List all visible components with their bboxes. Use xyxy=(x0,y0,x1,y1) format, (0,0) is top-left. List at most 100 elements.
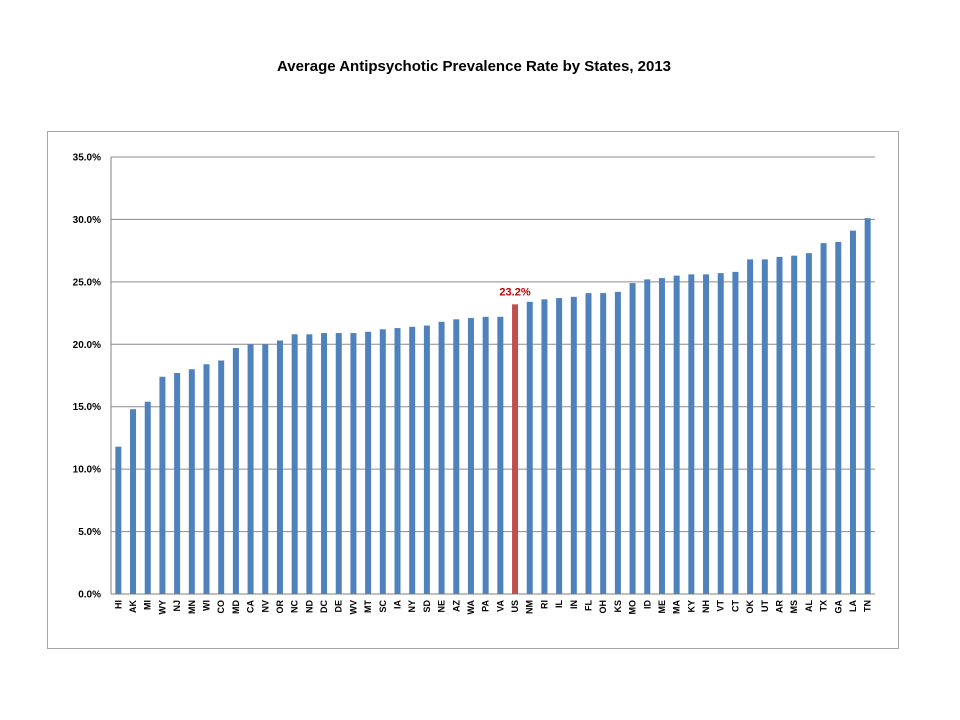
bar xyxy=(350,333,357,594)
bar xyxy=(732,271,739,594)
y-tick-label: 30.0% xyxy=(73,215,101,226)
x-tick-label: MD xyxy=(231,600,241,614)
y-tick-label: 20.0% xyxy=(73,340,101,351)
x-tick-label: WV xyxy=(348,600,358,615)
x-tick-label: DC xyxy=(319,600,329,613)
bar xyxy=(423,325,430,594)
y-tick-label: 35.0% xyxy=(73,153,101,164)
x-tick-label: NV xyxy=(260,600,270,613)
x-tick-label: MS xyxy=(789,600,799,614)
bar xyxy=(409,326,416,594)
x-tick-label: US xyxy=(510,600,520,613)
x-tick-label: NH xyxy=(701,600,711,613)
bars xyxy=(115,218,871,594)
bar xyxy=(761,259,768,594)
x-tick-label: DE xyxy=(334,600,344,613)
chart-title: Average Antipsychotic Prevalence Rate by… xyxy=(276,58,672,75)
x-tick-label: ND xyxy=(304,600,314,613)
x-tick-label: AR xyxy=(775,600,785,613)
bar xyxy=(864,218,871,594)
bar xyxy=(262,344,269,594)
bar xyxy=(306,334,313,594)
x-tick-label: OH xyxy=(598,600,608,614)
x-tick-label: AL xyxy=(804,600,814,612)
x-tick-label: OK xyxy=(745,599,755,613)
bar xyxy=(115,446,122,594)
bar xyxy=(688,274,695,594)
bar xyxy=(747,259,754,594)
bar xyxy=(556,298,563,594)
bar xyxy=(276,340,283,594)
y-tick-label: 25.0% xyxy=(73,277,101,288)
bar xyxy=(144,401,151,594)
bar xyxy=(526,301,533,594)
bar xyxy=(717,273,724,594)
bar xyxy=(174,373,181,594)
x-tick-label: IN xyxy=(569,600,579,609)
x-tick-label: MI xyxy=(143,600,153,610)
bar xyxy=(644,279,651,594)
bar xyxy=(673,275,680,594)
bar xyxy=(159,376,166,594)
x-tick-label: NJ xyxy=(172,600,182,612)
bar xyxy=(394,328,401,594)
bar xyxy=(497,316,504,594)
x-tick-label: AZ xyxy=(451,600,461,612)
highlight-callout: 23.2% xyxy=(499,286,530,298)
bar xyxy=(188,369,195,594)
x-axis-ticks: HI AK MI WY NJ MN WI CO MD CA NV OR NC ND DC DE WV MT SC IA… xyxy=(113,599,872,614)
gridlines xyxy=(110,156,875,595)
x-tick-label: CO xyxy=(216,600,226,614)
x-tick-label: GA xyxy=(833,599,843,613)
x-tick-label: ID xyxy=(642,599,652,609)
bar xyxy=(585,293,592,594)
bar xyxy=(247,344,254,594)
bar xyxy=(291,334,298,594)
bar xyxy=(805,253,812,594)
x-tick-label: TX xyxy=(819,600,829,612)
bar xyxy=(570,296,577,594)
x-tick-label: TN xyxy=(863,600,873,612)
bar xyxy=(600,293,607,594)
x-tick-label: WY xyxy=(157,600,167,615)
x-tick-label: LA xyxy=(848,600,858,612)
x-tick-label: NM xyxy=(525,600,535,614)
bar xyxy=(541,299,548,594)
x-tick-label: KY xyxy=(686,600,696,613)
bar xyxy=(614,291,621,594)
y-tick-label: 15.0% xyxy=(73,402,101,413)
x-tick-label: AK xyxy=(128,600,138,613)
x-tick-label: OR xyxy=(275,599,285,613)
x-tick-label: WI xyxy=(202,600,212,611)
bar xyxy=(658,278,665,594)
bar xyxy=(453,319,460,594)
x-tick-label: IL xyxy=(554,599,564,608)
x-tick-label: SC xyxy=(378,600,388,613)
x-tick-label: PA xyxy=(481,600,491,612)
x-tick-label: NE xyxy=(437,600,447,613)
x-tick-label: MN xyxy=(187,600,197,614)
x-tick-label: NC xyxy=(290,600,300,613)
bar xyxy=(232,348,239,594)
bar xyxy=(321,333,328,594)
x-tick-label: WA xyxy=(466,600,476,615)
bar xyxy=(130,409,137,594)
x-tick-label: UT xyxy=(760,600,770,612)
y-tick-label: 10.0% xyxy=(73,465,101,476)
bar xyxy=(776,256,783,594)
x-tick-label: MT xyxy=(363,600,373,613)
x-tick-label: MO xyxy=(628,600,638,615)
x-tick-label: NY xyxy=(407,600,417,613)
bar xyxy=(791,255,798,594)
x-tick-label: VT xyxy=(716,600,726,612)
y-tick-label: 0.0% xyxy=(78,590,101,601)
y-tick-label: 5.0% xyxy=(78,527,101,538)
bar xyxy=(467,318,474,594)
highlight-data-label: 23.2% xyxy=(499,286,530,298)
bar xyxy=(379,329,386,594)
bar xyxy=(849,230,856,594)
bar xyxy=(820,243,827,594)
bar-highlight xyxy=(512,304,519,594)
x-tick-label: IA xyxy=(393,599,403,609)
x-tick-label: MA xyxy=(672,600,682,614)
